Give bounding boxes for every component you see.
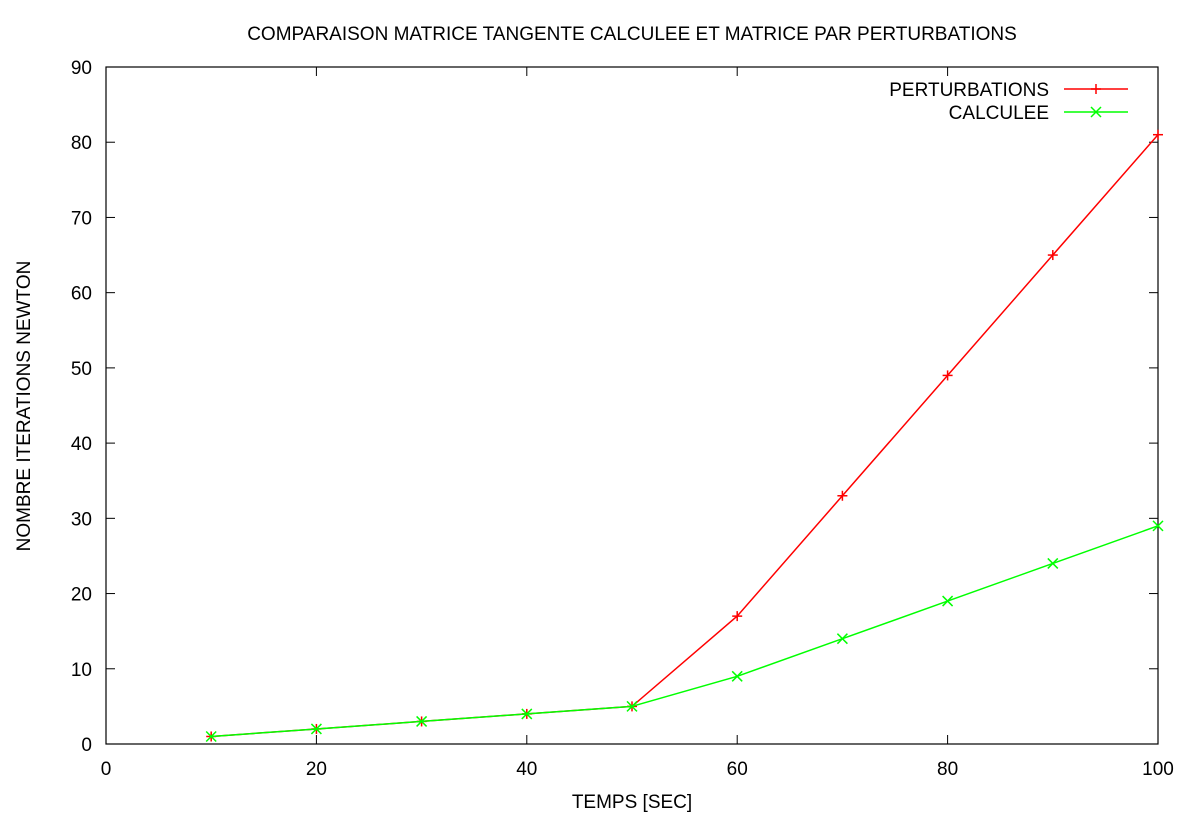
series-layer xyxy=(205,129,1164,743)
y-axis-title: NOMBRE ITERATIONS NEWTON xyxy=(14,261,35,552)
legend-label: CALCULEE xyxy=(949,103,1049,124)
data-point xyxy=(1047,557,1059,569)
y-tick-label: 90 xyxy=(71,58,92,79)
y-tick-label: 80 xyxy=(71,133,92,154)
data-point xyxy=(731,670,743,682)
series-calculee xyxy=(205,520,1164,743)
data-point xyxy=(310,723,322,735)
x-tick-label: 100 xyxy=(1142,759,1174,780)
data-point xyxy=(416,715,428,727)
y-tick-label: 70 xyxy=(71,208,92,229)
x-axis: 0 20 40 60 80 100 xyxy=(101,67,1174,780)
data-point xyxy=(836,633,848,645)
legend-label: PERTURBATIONS xyxy=(889,80,1049,101)
x-tick-label: 80 xyxy=(937,759,958,780)
legend-marker xyxy=(1090,106,1102,118)
legend-marker xyxy=(1091,84,1101,94)
series-perturbations xyxy=(206,129,1163,742)
data-point xyxy=(942,370,953,381)
data-point xyxy=(837,490,848,501)
series-line xyxy=(211,525,1159,738)
y-tick-label: 30 xyxy=(71,509,92,530)
y-tick-label: 60 xyxy=(71,284,92,305)
x-tick-label: 20 xyxy=(306,759,327,780)
x-tick-label: 40 xyxy=(516,759,537,780)
plot-frame xyxy=(105,66,1159,745)
data-point xyxy=(942,595,954,607)
y-tick-label: 0 xyxy=(81,735,92,756)
y-tick-label: 20 xyxy=(71,585,92,606)
data-point xyxy=(732,611,743,622)
data-point xyxy=(1152,520,1164,532)
legend-item: CALCULEE xyxy=(949,103,1128,124)
y-tick-label: 40 xyxy=(71,434,92,455)
y-axis: 0 10 20 30 40 50 60 70 80 90 xyxy=(71,58,1158,756)
x-tick-label: 0 xyxy=(101,759,112,780)
data-point xyxy=(626,700,638,712)
data-point xyxy=(205,730,217,743)
plot-border xyxy=(105,66,1159,745)
x-tick-label: 60 xyxy=(727,759,748,780)
y-tick-label: 50 xyxy=(71,359,92,380)
data-point xyxy=(1153,129,1163,140)
y-tick-label: 10 xyxy=(71,660,92,681)
data-point xyxy=(521,708,533,720)
series-line xyxy=(211,134,1159,738)
chart-title: COMPARAISON MATRICE TANGENTE CALCULEE ET… xyxy=(247,24,1017,45)
x-axis-title: TEMPS [SEC] xyxy=(572,792,692,813)
legend-item: PERTURBATIONS xyxy=(889,80,1128,101)
data-point xyxy=(1047,250,1058,261)
